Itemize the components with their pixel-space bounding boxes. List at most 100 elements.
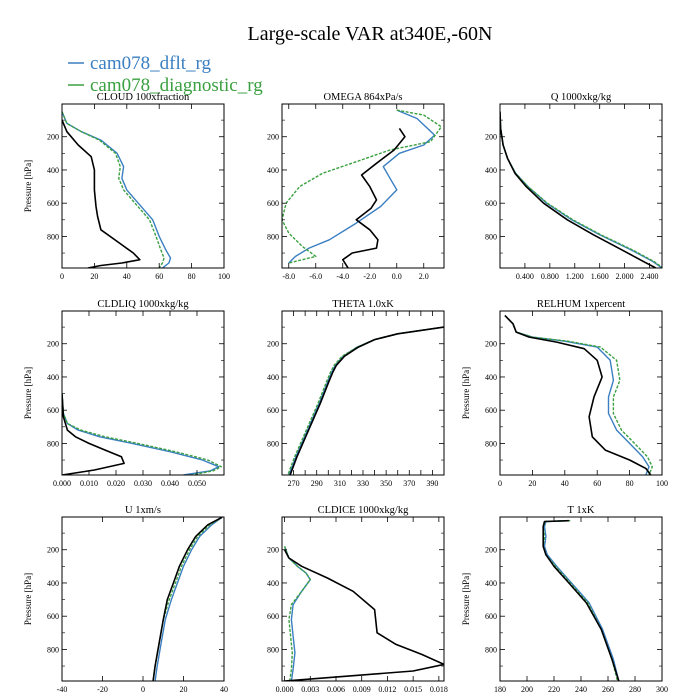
series-line-reference xyxy=(283,549,444,681)
series-group xyxy=(152,517,223,681)
y-tick-label: 400 xyxy=(267,166,279,175)
legend-label-dflt: cam078_dflt_rg xyxy=(90,53,212,74)
y-tick-label: 200 xyxy=(485,546,497,555)
x-tick-label: 1.200 xyxy=(566,272,584,281)
panel-title: CLDICE 1000xkg/kg xyxy=(318,505,409,516)
panel-7: CLDICE 1000xkg/kg 200 400 600 800 0.000 0.003 0… xyxy=(267,505,448,694)
x-tick-label: 0.015 xyxy=(404,685,422,694)
y-tick-label: 400 xyxy=(47,373,59,382)
panel-4: THETA 1.0xK 200 400 600 800 270 290 310 330 350 37… xyxy=(267,299,445,488)
y-tick-label: 400 xyxy=(485,579,497,588)
plot-frame xyxy=(499,310,663,476)
panel-title: THETA 1.0xK xyxy=(332,299,394,310)
x-tick-label: 350 xyxy=(380,479,392,488)
x-tick-label: 0.030 xyxy=(134,479,152,488)
panel-0: CLOUD 100xfraction 200 400 600 800 0 20 40 60 80 1… xyxy=(23,92,230,281)
x-tick-label: 0.0 xyxy=(392,272,402,281)
series-line-reference xyxy=(289,326,444,475)
x-tick-label: -40 xyxy=(57,685,68,694)
y-tick-label: 600 xyxy=(267,199,279,208)
x-tick-label: 0.020 xyxy=(107,479,125,488)
series-line-diagnostic xyxy=(500,111,662,268)
panel-title: CLDLIQ 1000xkg/kg xyxy=(97,299,189,310)
y-tick-label: 800 xyxy=(485,439,497,448)
x-tick-label: -4.0 xyxy=(336,272,349,281)
y-tick-label: 800 xyxy=(47,645,59,654)
panel-1: OMEGA 864xPa/s 200 400 600 800 -8.0 -6.0 -4.0 -2… xyxy=(267,92,445,281)
y-tick-label: 800 xyxy=(47,439,59,448)
x-tick-label: 0.040 xyxy=(161,479,179,488)
x-tick-label: 60 xyxy=(593,479,601,488)
y-tick-label: 600 xyxy=(267,612,279,621)
series-group xyxy=(504,314,653,475)
x-tick-label: 270 xyxy=(288,479,300,488)
x-tick-label: 0.400 xyxy=(516,272,534,281)
plot-frame xyxy=(61,103,225,269)
series-group xyxy=(282,109,442,268)
y-tick-label: 600 xyxy=(47,406,59,415)
x-tick-label: 200 xyxy=(521,685,533,694)
y-tick-label: 200 xyxy=(485,133,497,142)
x-tick-label: 40 xyxy=(220,685,228,694)
x-tick-label: 2.000 xyxy=(616,272,634,281)
y-tick-label: 200 xyxy=(267,133,279,142)
x-tick-label: 290 xyxy=(311,479,323,488)
plot-frame xyxy=(499,103,663,269)
x-tick-label: 40 xyxy=(123,272,131,281)
x-tick-label: 280 xyxy=(629,685,641,694)
x-tick-label: 20 xyxy=(90,272,98,281)
legend-label-diagnostic: cam078_diagnostic_rg xyxy=(90,75,263,96)
x-tick-label: 310 xyxy=(334,479,346,488)
series-line-diagnostic xyxy=(283,546,311,681)
x-tick-label: -2.0 xyxy=(363,272,376,281)
series-line-reference xyxy=(500,111,657,268)
x-tick-label: 2.0 xyxy=(419,272,429,281)
panel-title: T 1xK xyxy=(568,505,595,516)
series-line-diagnostic xyxy=(152,517,223,681)
x-tick-label: 220 xyxy=(548,685,560,694)
y-axis-label: Pressure [hPa] xyxy=(23,367,33,419)
x-tick-label: 0 xyxy=(60,272,64,281)
panel-8: T 1xK 200 400 600 800 180 200 220 240 260 280 300 Pr… xyxy=(461,505,668,694)
x-tick-label: 0.800 xyxy=(541,272,559,281)
series-group xyxy=(283,546,444,681)
series-line-reference xyxy=(62,393,125,475)
legend: cam078_dflt_rg cam078_diagnostic_rg xyxy=(68,53,263,96)
x-tick-label: 300 xyxy=(656,685,668,694)
y-axis-label: Pressure [hPa] xyxy=(461,367,471,419)
series-line-dflt xyxy=(288,109,436,264)
panel-title: Q 1000xkg/kg xyxy=(551,92,612,103)
y-tick-label: 800 xyxy=(47,232,59,241)
x-tick-label: 2.400 xyxy=(641,272,659,281)
x-tick-label: 370 xyxy=(403,479,415,488)
x-tick-label: 0.010 xyxy=(80,479,98,488)
y-tick-label: 600 xyxy=(485,612,497,621)
y-tick-label: 600 xyxy=(485,199,497,208)
x-tick-label: 20 xyxy=(528,479,536,488)
series-line-reference xyxy=(62,119,141,268)
y-axis-label: Pressure [hPa] xyxy=(23,573,33,625)
x-tick-label: -20 xyxy=(97,685,108,694)
y-tick-label: 600 xyxy=(47,199,59,208)
plot-frame xyxy=(281,103,445,269)
x-tick-label: 100 xyxy=(218,272,230,281)
series-line-diagnostic xyxy=(504,315,653,475)
series-line-diagnostic xyxy=(62,111,165,268)
x-tick-label: -6.0 xyxy=(309,272,322,281)
y-tick-label: 400 xyxy=(267,373,279,382)
x-tick-label: 390 xyxy=(426,479,438,488)
series-line-reference xyxy=(152,517,223,681)
series-line-reference xyxy=(504,314,652,475)
x-tick-label: 1.600 xyxy=(591,272,609,281)
panel-title: RELHUM 1xpercent xyxy=(537,299,625,310)
y-tick-label: 400 xyxy=(47,166,59,175)
y-axis-label: Pressure [hPa] xyxy=(23,160,33,212)
x-tick-label: 0.003 xyxy=(301,685,319,694)
y-tick-label: 200 xyxy=(47,340,59,349)
y-tick-label: 200 xyxy=(47,133,59,142)
x-tick-label: 0.006 xyxy=(327,685,345,694)
y-tick-label: 400 xyxy=(47,579,59,588)
x-tick-label: 60 xyxy=(155,272,163,281)
series-group xyxy=(62,111,172,268)
